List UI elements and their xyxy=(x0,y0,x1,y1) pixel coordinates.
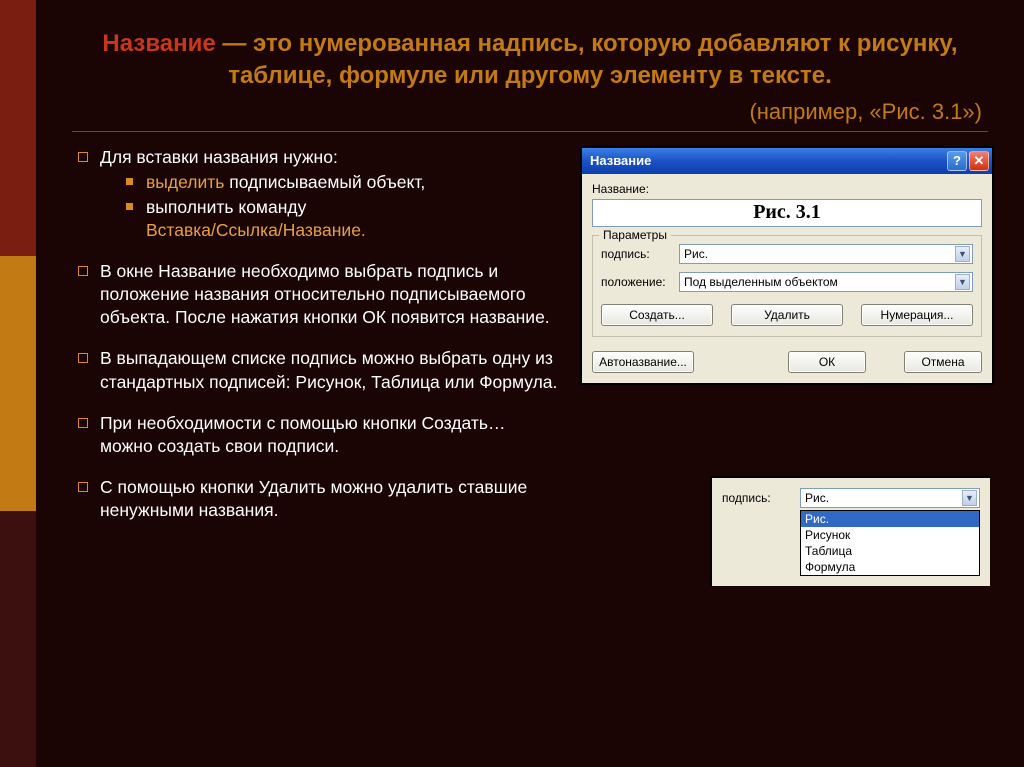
cancel-button[interactable]: Отмена xyxy=(904,351,982,373)
position-label: положение: xyxy=(601,275,679,289)
dropdown-option[interactable]: Рис. xyxy=(801,511,979,527)
combo-value: Под выделенным объектом xyxy=(684,275,838,289)
numbering-button[interactable]: Нумерация... xyxy=(861,304,973,326)
caption-combo-open[interactable]: Рис. ▼ xyxy=(800,488,980,508)
slide-body: Название — это нумерованная надпись, кот… xyxy=(36,0,1024,767)
bullet-text: подписываемый объект, xyxy=(224,172,425,192)
divider xyxy=(72,131,988,132)
content-row: Для вставки названия нужно: выделить под… xyxy=(72,146,988,540)
combo-value: Рис. xyxy=(684,247,708,261)
parameters-fieldset: Параметры подпись: Рис. ▼ положение: Под xyxy=(592,235,982,337)
dropdown-option[interactable]: Рисунок xyxy=(801,527,979,543)
highlight-text: выделить xyxy=(146,172,224,192)
dropdown-option[interactable]: Таблица xyxy=(801,543,979,559)
screenshot-column: Название ? ✕ Название: Параметры подпись… xyxy=(580,146,988,540)
title-highlight: Название xyxy=(102,30,215,57)
bullet-item: В окне Название необходимо выбрать подпи… xyxy=(76,260,562,329)
dialog-titlebar[interactable]: Название ? ✕ xyxy=(582,148,992,174)
sidebar-stripe xyxy=(0,511,36,767)
dialog-title: Название xyxy=(590,153,651,168)
dropdown-snippet: подпись: Рис. ▼ Рис. Рисунок Таблица Фор… xyxy=(710,476,990,586)
sub-bullet-item: выполнить команду Вставка/Ссылка/Названи… xyxy=(126,196,562,242)
caption-combo[interactable]: Рис. ▼ xyxy=(679,244,973,264)
close-button[interactable]: ✕ xyxy=(969,151,989,171)
help-button[interactable]: ? xyxy=(947,151,967,171)
title-rest: — это нумерованная надпись, которую доба… xyxy=(216,30,958,89)
caption-name-input[interactable] xyxy=(592,199,982,227)
bullet-item: В выпадающем списке подпись можно выбрат… xyxy=(76,347,562,393)
position-combo[interactable]: Под выделенным объектом ▼ xyxy=(679,272,973,292)
sidebar-stripe xyxy=(0,0,36,256)
fieldset-legend: Параметры xyxy=(599,228,671,242)
combo-value: Рис. xyxy=(805,491,829,505)
slide-subtitle: (например, «Рис. 3.1») xyxy=(72,99,988,125)
dropdown-option[interactable]: Формула xyxy=(801,559,979,575)
chevron-down-icon: ▼ xyxy=(955,246,970,262)
chevron-down-icon: ▼ xyxy=(955,274,970,290)
bullet-item: Для вставки названия нужно: выделить под… xyxy=(76,146,562,242)
caption-label: подпись: xyxy=(722,491,800,505)
caption-dialog: Название ? ✕ Название: Параметры подпись… xyxy=(580,146,994,385)
sub-bullet-item: выделить подписываемый объект, xyxy=(126,171,562,194)
ok-button[interactable]: ОК xyxy=(788,351,866,373)
dropdown-list[interactable]: Рис. Рисунок Таблица Формула xyxy=(800,510,980,576)
bullet-column: Для вставки названия нужно: выделить под… xyxy=(72,146,562,540)
create-button[interactable]: Создать... xyxy=(601,304,713,326)
dialog-body: Название: Параметры подпись: Рис. ▼ п xyxy=(582,174,992,383)
bullet-item: С помощью кнопки Удалить можно удалить с… xyxy=(76,476,562,522)
bullet-text: Для вставки названия нужно: xyxy=(100,147,338,167)
autoname-button[interactable]: Автоназвание... xyxy=(592,351,694,373)
caption-label: подпись: xyxy=(601,247,679,261)
name-label: Название: xyxy=(592,182,982,196)
bullet-item: При необходимости с помощью кнопки Созда… xyxy=(76,412,562,458)
sidebar-stripe xyxy=(0,256,36,512)
slide-title: Название — это нумерованная надпись, кот… xyxy=(72,28,988,93)
decorative-sidebar xyxy=(0,0,36,767)
bullet-text: выполнить команду xyxy=(146,197,306,217)
delete-button[interactable]: Удалить xyxy=(731,304,843,326)
chevron-down-icon: ▼ xyxy=(962,490,977,506)
highlight-text: Вставка/Ссылка/Название. xyxy=(146,220,366,240)
